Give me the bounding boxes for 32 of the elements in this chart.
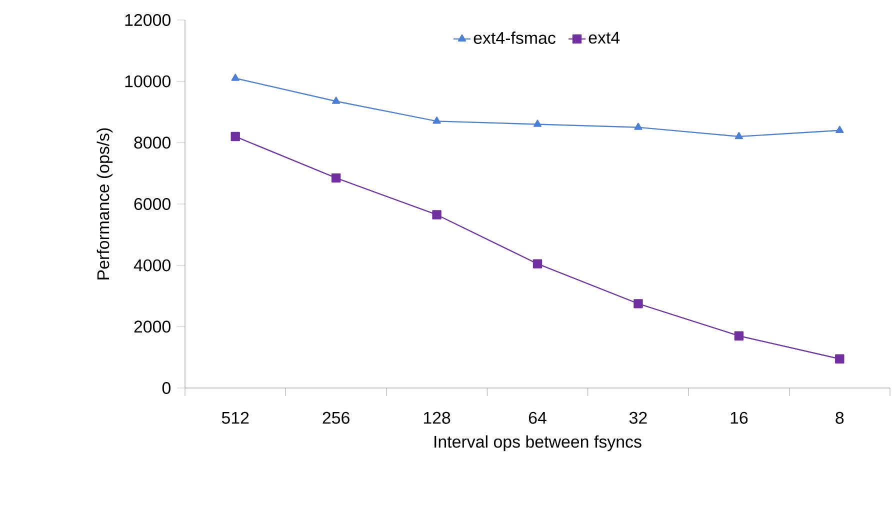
point: [533, 120, 542, 127]
point: [835, 354, 844, 364]
point: [432, 210, 442, 220]
point: [532, 259, 542, 268]
x-tick-label: 32: [629, 412, 647, 424]
x-tick-label: 16: [730, 412, 748, 424]
point: [432, 116, 441, 124]
x-tick-label: 256: [322, 412, 350, 424]
point: [634, 299, 643, 308]
y-tick-label: 12000: [125, 14, 170, 26]
y-tick-label: 4000: [134, 259, 170, 272]
point: [332, 96, 340, 104]
point: [836, 126, 844, 133]
x-axis-title: Interval ops between fsyncs: [434, 435, 642, 452]
point: [231, 74, 240, 81]
y-axis-title: Performance (ops/s): [96, 128, 113, 280]
point: [634, 122, 642, 130]
x-tick-label: 64: [528, 412, 546, 424]
point: [331, 173, 341, 183]
x-tick-label: 128: [424, 412, 450, 424]
legend-label: ext4: [588, 32, 620, 44]
point: [734, 331, 744, 340]
point: [734, 132, 743, 140]
y-tick-label: 10000: [125, 75, 170, 88]
x-tick-label: 8: [836, 412, 844, 424]
y-tick-label: 0: [162, 382, 170, 394]
y-tick-label: 6000: [134, 198, 170, 210]
x-tick-label: 512: [222, 412, 249, 424]
point: [230, 132, 240, 142]
y-tick-label: 8000: [134, 136, 170, 149]
y-tick-label: 2000: [134, 320, 170, 333]
legend-label: ext4-fsmac: [474, 32, 556, 44]
